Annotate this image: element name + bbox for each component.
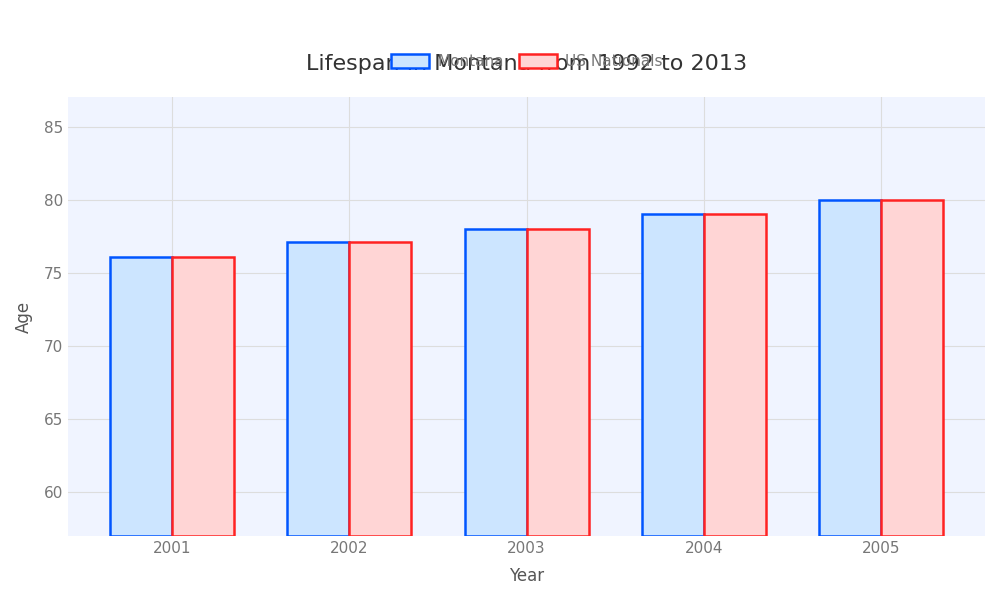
- Bar: [704, 214, 766, 536]
- Legend: Montana, US Nationals: Montana, US Nationals: [385, 48, 668, 76]
- Bar: [465, 229, 527, 536]
- Bar: [110, 257, 172, 536]
- Bar: [881, 200, 943, 536]
- Bar: [642, 214, 704, 536]
- X-axis label: Year: Year: [509, 567, 544, 585]
- Bar: [819, 200, 881, 536]
- Bar: [527, 229, 589, 536]
- Bar: [172, 257, 234, 536]
- Y-axis label: Age: Age: [15, 301, 33, 333]
- Title: Lifespan in Montana from 1992 to 2013: Lifespan in Montana from 1992 to 2013: [306, 53, 747, 74]
- Bar: [287, 242, 349, 536]
- Bar: [349, 242, 411, 536]
